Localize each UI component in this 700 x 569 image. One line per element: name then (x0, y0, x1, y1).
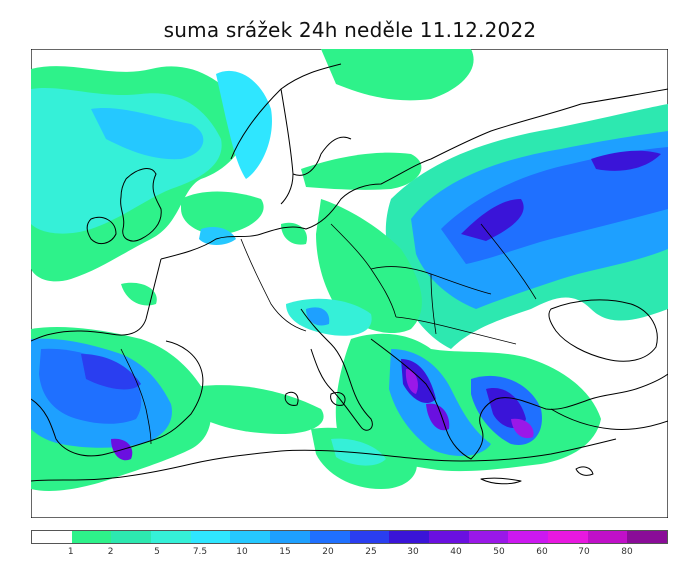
legend-ticks: 1 2 5 7.5 10 15 20 25 30 40 50 60 70 80 (31, 547, 668, 561)
legend-swatch (508, 531, 548, 543)
legend-tick: 15 (279, 547, 291, 557)
legend-tick: 10 (236, 547, 248, 557)
legend-tick: 7.5 (192, 547, 208, 557)
legend-swatch (190, 531, 231, 543)
legend-swatch (111, 531, 152, 543)
legend-swatch (309, 531, 350, 543)
legend-swatch (428, 531, 469, 543)
legend-swatch (151, 531, 191, 543)
legend-swatch (230, 531, 271, 543)
legend-tick: 20 (322, 547, 334, 557)
legend-tick: 50 (493, 547, 505, 557)
legend-tick: 70 (578, 547, 590, 557)
legend-tick: 1 (67, 547, 74, 557)
legend-tick: 2 (107, 547, 114, 557)
legend-tick: 25 (365, 547, 377, 557)
legend-tick: 80 (621, 547, 633, 557)
legend-swatch (270, 531, 310, 543)
legend-swatch (468, 531, 509, 543)
precipitation-map (31, 49, 668, 518)
color-legend (31, 530, 668, 544)
coastlines (31, 63, 668, 485)
legend-swatch (627, 531, 667, 543)
legend-swatch (547, 531, 588, 543)
map-title: suma srážek 24h neděle 11.12.2022 (163, 18, 537, 42)
legend-tick: 30 (407, 547, 419, 557)
legend-swatch (71, 531, 112, 543)
legend-swatch (349, 531, 390, 543)
legend-tick: 5 (154, 547, 160, 557)
precip-fields (31, 49, 668, 491)
legend-swatch (587, 531, 628, 543)
legend-tick: 40 (450, 547, 462, 557)
legend-tick: 60 (536, 547, 548, 557)
legend-swatch (389, 531, 429, 543)
legend-swatch (32, 531, 72, 543)
